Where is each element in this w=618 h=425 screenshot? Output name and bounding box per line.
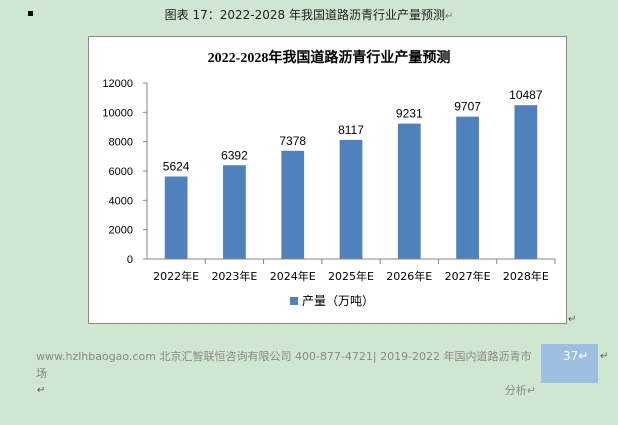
bar bbox=[223, 165, 246, 259]
data-label: 9707 bbox=[454, 100, 481, 114]
chart-frame: 2022-2028年我国道路沥青行业产量预测 0 2000 4000 6000 8000… bbox=[88, 36, 567, 324]
x-tick-label: 2028年E bbox=[503, 269, 549, 283]
data-label: 6392 bbox=[221, 148, 248, 162]
y-tick-label: 12000 bbox=[102, 78, 133, 90]
y-tick-label: 8000 bbox=[109, 137, 133, 149]
y-tick-label: 4000 bbox=[109, 195, 133, 207]
x-tick-label: 2027年E bbox=[445, 269, 491, 283]
data-label: 5624 bbox=[163, 160, 190, 174]
y-tick-label: 2000 bbox=[109, 225, 133, 237]
data-label: 8117 bbox=[338, 123, 364, 137]
x-tick-label: 2026年E bbox=[386, 269, 432, 283]
paragraph-mark: ↵ bbox=[37, 385, 46, 396]
paragraph-mark: ↵ bbox=[444, 11, 454, 22]
chart-title: 2022-2028年我国道路沥青行业产量预测 bbox=[208, 49, 451, 66]
caption-text: 图表 17：2022-2028 年我国道路沥青行业产量预测 bbox=[164, 8, 445, 22]
data-label: 7378 bbox=[279, 134, 306, 148]
x-tick-label: 2024年E bbox=[270, 269, 316, 283]
y-tick-label: 10000 bbox=[102, 107, 133, 119]
bar bbox=[514, 105, 538, 259]
data-label: 10487 bbox=[509, 88, 543, 102]
x-tick-label: 2023年E bbox=[211, 269, 257, 283]
footer-line-1: www.hzlhbaogao.com 北京汇智联恒咨询有限公司 400-877-… bbox=[36, 350, 532, 380]
legend-swatch bbox=[290, 297, 298, 305]
page-footer: www.hzlhbaogao.com 北京汇智联恒咨询有限公司 400-877-… bbox=[36, 348, 536, 399]
bar-chart: 2022-2028年我国道路沥青行业产量预测 0 2000 4000 6000 8000… bbox=[102, 49, 556, 308]
x-tick-label: 2025年E bbox=[328, 269, 374, 283]
bar bbox=[164, 176, 188, 259]
bar bbox=[397, 123, 421, 259]
list-bullet bbox=[28, 11, 33, 16]
y-tick-label: 6000 bbox=[109, 166, 133, 178]
footer-line-2: 分析↵ bbox=[504, 384, 536, 397]
x-tick-label: 2022年E bbox=[153, 269, 199, 283]
paragraph-mark: ↵ bbox=[568, 314, 577, 325]
y-tick-label: 0 bbox=[127, 254, 133, 266]
legend-label: 产量（万吨） bbox=[302, 294, 374, 308]
page-number: 37↵ bbox=[563, 349, 589, 363]
bar bbox=[456, 116, 479, 259]
paragraph-mark: ↵ bbox=[600, 351, 609, 362]
page-number-box bbox=[541, 344, 598, 383]
figure-caption: 图表 17：2022-2028 年我国道路沥青行业产量预测↵ bbox=[0, 6, 618, 23]
bar bbox=[281, 150, 305, 259]
data-label: 9231 bbox=[396, 107, 423, 121]
bar bbox=[339, 139, 363, 259]
